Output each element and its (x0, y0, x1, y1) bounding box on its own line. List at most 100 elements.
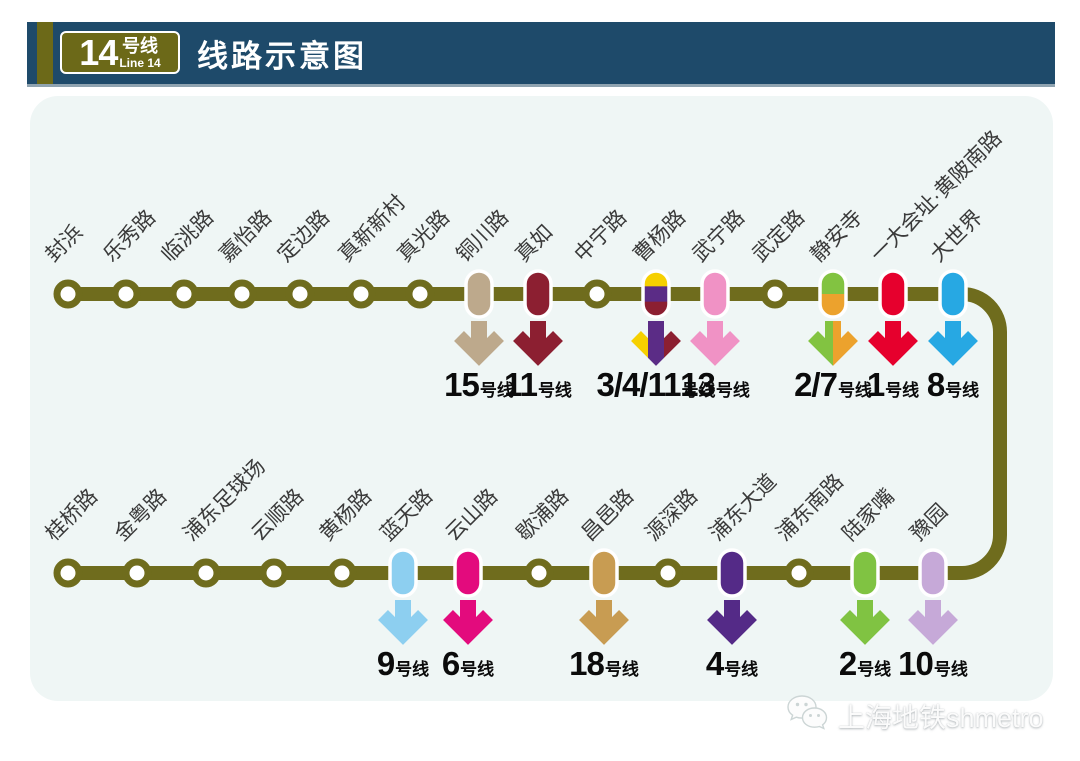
arrow-stem (648, 321, 664, 347)
station-label: 武宁路 (688, 205, 750, 267)
page-title: 线路示意图 (197, 38, 367, 74)
watermark: 上海地铁shmetro (781, 692, 1044, 738)
arrow-color-slice (648, 321, 664, 366)
transfer-station-marker (717, 548, 747, 598)
arrow-color-slice (840, 600, 890, 645)
arrow-head (631, 331, 648, 358)
transfer-station-marker (878, 269, 908, 319)
transfer-line-label: 11号线 (453, 366, 623, 404)
station-marker (653, 558, 683, 588)
arrow-stem (825, 321, 833, 347)
station-marker (191, 558, 221, 588)
arrow-stem (530, 321, 546, 347)
transfer-line-number: 2/7 (794, 366, 838, 403)
station-marker (111, 279, 141, 309)
transfer-line-suffix: 号线 (604, 660, 639, 679)
arrow-head (454, 331, 504, 366)
station-marker (582, 279, 612, 309)
transfer-station-marker (523, 269, 553, 319)
wechat-icon (787, 695, 828, 730)
arrow-stem (945, 321, 961, 347)
station-marker (53, 279, 83, 309)
arrow-head (833, 331, 858, 366)
station-label: 曹杨路 (629, 205, 691, 267)
arrow-head (664, 331, 681, 358)
transfer-arrow (631, 321, 681, 366)
station-label: 临洮路 (157, 205, 219, 267)
station-label: 静安寺 (806, 205, 868, 267)
arrow-color-slice (443, 600, 493, 645)
station-label: 定边路 (273, 205, 335, 267)
capsule-outline (878, 269, 908, 319)
capsule-outline (589, 548, 619, 598)
capsule-outline (850, 548, 880, 598)
arrow-stem (460, 600, 476, 626)
arrow-head (908, 610, 958, 645)
transfer-line-suffix: 号线 (460, 660, 495, 679)
arrow-head (928, 331, 978, 366)
station-marker (524, 558, 554, 588)
transfer-line-suffix: 号线 (945, 381, 980, 400)
line-badge-number: 14 (79, 31, 118, 73)
station-marker (122, 558, 152, 588)
arrow-color-slice (808, 321, 833, 366)
transfer-arrow (690, 321, 740, 366)
station-label: 真如 (511, 220, 558, 267)
station-marker (169, 279, 199, 309)
station-label: 浦东大道 (705, 469, 781, 546)
watermark-text: 上海地铁shmetro (838, 702, 1044, 733)
transfer-line-number: 18 (569, 645, 605, 682)
capsule-outline (641, 269, 671, 319)
diagram-panel (30, 96, 1053, 701)
transfer-arrow (378, 600, 428, 645)
transfer-arrow (840, 600, 890, 645)
arrow-color-slice (513, 321, 563, 366)
station-label: 金粤路 (110, 484, 172, 546)
arrow-stem (707, 321, 723, 347)
station-marker (285, 279, 315, 309)
arrow-color-slice (378, 600, 428, 645)
arrow-stem (925, 600, 941, 626)
capsule-outline (818, 269, 848, 319)
station-label: 封浜 (41, 220, 88, 267)
transfer-line-label: 9号线 (318, 645, 488, 683)
line-badge-subtitle: Line 14 (119, 55, 161, 70)
transfer-line-suffix: 号线 (537, 381, 572, 400)
transfer-line-number: 10 (898, 645, 934, 682)
transfer-line-label: 2/7号线 (748, 366, 918, 404)
transfer-station-marker (464, 269, 494, 319)
arrow-color-slice (868, 321, 918, 366)
capsule-outline (388, 548, 418, 598)
transfer-line-label: 6号线 (383, 645, 553, 683)
station-marker (760, 279, 790, 309)
arrow-head (648, 338, 664, 366)
arrow-stem (596, 600, 612, 626)
station-label: 云山路 (441, 484, 503, 546)
transfer-line-suffix: 号线 (395, 660, 430, 679)
station-label: 昌邑路 (577, 484, 639, 546)
line-badge-suffix: 号线 (122, 35, 159, 56)
capsule-outline (464, 269, 494, 319)
arrow-head (513, 331, 563, 366)
transfer-arrow (454, 321, 504, 366)
transfer-arrow (443, 600, 493, 645)
station-label: 源深路 (641, 484, 703, 546)
station-marker (259, 558, 289, 588)
capsule-outline (918, 548, 948, 598)
transfer-line-label: 2号线 (780, 645, 950, 683)
station-label: 嘉怡路 (215, 205, 277, 267)
station-label: 豫园 (906, 499, 953, 546)
station-marker (784, 558, 814, 588)
arrow-color-slice (579, 600, 629, 645)
arrow-color-slice (690, 321, 740, 366)
header-bar: 14 号线 Line 14 线路示意图 (27, 22, 1055, 87)
transfer-line-label: 1号线 (808, 366, 978, 404)
transfer-station-marker (589, 548, 619, 598)
arrow-color-slice (664, 331, 681, 358)
capsule-outline (717, 548, 747, 598)
line-badge-text-column: 号线 Line 14 (119, 37, 160, 69)
transfer-line-number: 3/4/11 (596, 366, 682, 403)
arrow-color-slice (833, 321, 858, 366)
station-label: 黄杨路 (315, 484, 377, 546)
